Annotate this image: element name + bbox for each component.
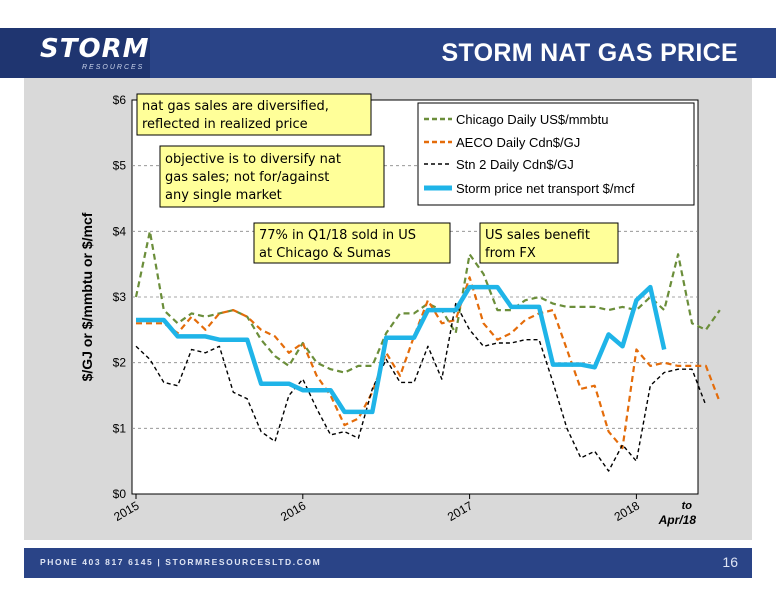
series-line-chicago — [134, 230, 721, 374]
x-tick-labels: 2015 2016 2017 2018 — [111, 494, 642, 524]
footer-contact: PHONE 403 817 6145 | STORMRESOURCESLTD.C… — [40, 557, 322, 567]
annotation-77-percent: 77% in Q1/18 sold in US at Chicago & Sum… — [253, 222, 451, 264]
annotation-objective: objective is to diversify nat gas sales;… — [159, 145, 385, 208]
footer-bar: PHONE 403 817 6145 | STORMRESOURCESLTD.C… — [24, 548, 752, 578]
y-tick-label: $6 — [113, 93, 127, 107]
x-tick-label: 2016 — [278, 498, 308, 524]
y-tick-label: $3 — [113, 290, 127, 304]
storm-logo-subtitle: RESOURCES — [82, 64, 145, 71]
annotation-fx-line1: US sales benefit — [485, 228, 590, 243]
legend-label-chicago: Chicago Daily US$/mmbtu — [456, 112, 608, 127]
legend-box — [417, 102, 695, 206]
y-tick-label: $2 — [113, 356, 127, 370]
y-tick-label: $5 — [113, 159, 127, 173]
x-tick-label-to: to — [682, 500, 693, 512]
y-tick-labels: $0 $1 $2 $3 $4 $5 $6 — [113, 93, 127, 501]
storm-logo: STORM — [40, 34, 150, 64]
y-tick-label: $1 — [113, 421, 127, 435]
page-number: 16 — [722, 554, 738, 570]
annotation-objective-line3: any single market — [165, 188, 282, 203]
logo-panel: STORM RESOURCES — [0, 28, 150, 78]
header-bar: STORM RESOURCES STORM NAT GAS PRICE — [0, 28, 776, 78]
legend-label-aeco: AECO Daily Cdn$/GJ — [456, 135, 580, 150]
x-tick-label: 2018 — [612, 498, 642, 524]
x-tick-label: 2015 — [111, 498, 141, 524]
series-lines — [134, 230, 721, 472]
series-line-storm — [136, 284, 667, 415]
annotation-diversified-line2: reflected in realized price — [142, 117, 308, 132]
annotation-fx-line2: from FX — [485, 246, 536, 261]
annotation-77-line1: 77% in Q1/18 sold in US — [259, 228, 416, 243]
legend-label-stn2: Stn 2 Daily Cdn$/GJ — [456, 157, 574, 172]
y-tick-label: $4 — [113, 224, 127, 238]
annotation-objective-line1: objective is to diversify nat — [165, 152, 341, 167]
series-line-stn2 — [135, 302, 707, 472]
y-axis-label: $/GJ or $/mmbtu or $/mcf — [79, 212, 95, 381]
annotation-77-line2: at Chicago & Sumas — [259, 246, 391, 261]
annotation-objective-line2: gas sales; not for/against — [165, 170, 329, 185]
annotation-diversified-line1: nat gas sales are diversified, — [142, 99, 329, 114]
legend: Chicago Daily US$/mmbtu AECO Daily Cdn$/… — [417, 102, 695, 206]
annotation-diversified: nat gas sales are diversified, reflected… — [136, 93, 372, 136]
x-tick-label: 2017 — [445, 498, 475, 524]
y-tick-label: $0 — [113, 487, 127, 501]
series-line-aeco — [136, 276, 721, 450]
legend-label-storm: Storm price net transport $/mcf — [456, 181, 635, 196]
x-tick-label-apr18: Apr/18 — [658, 513, 697, 527]
page-title: STORM NAT GAS PRICE — [441, 39, 738, 67]
annotation-fx: US sales benefit from FX — [479, 222, 619, 264]
